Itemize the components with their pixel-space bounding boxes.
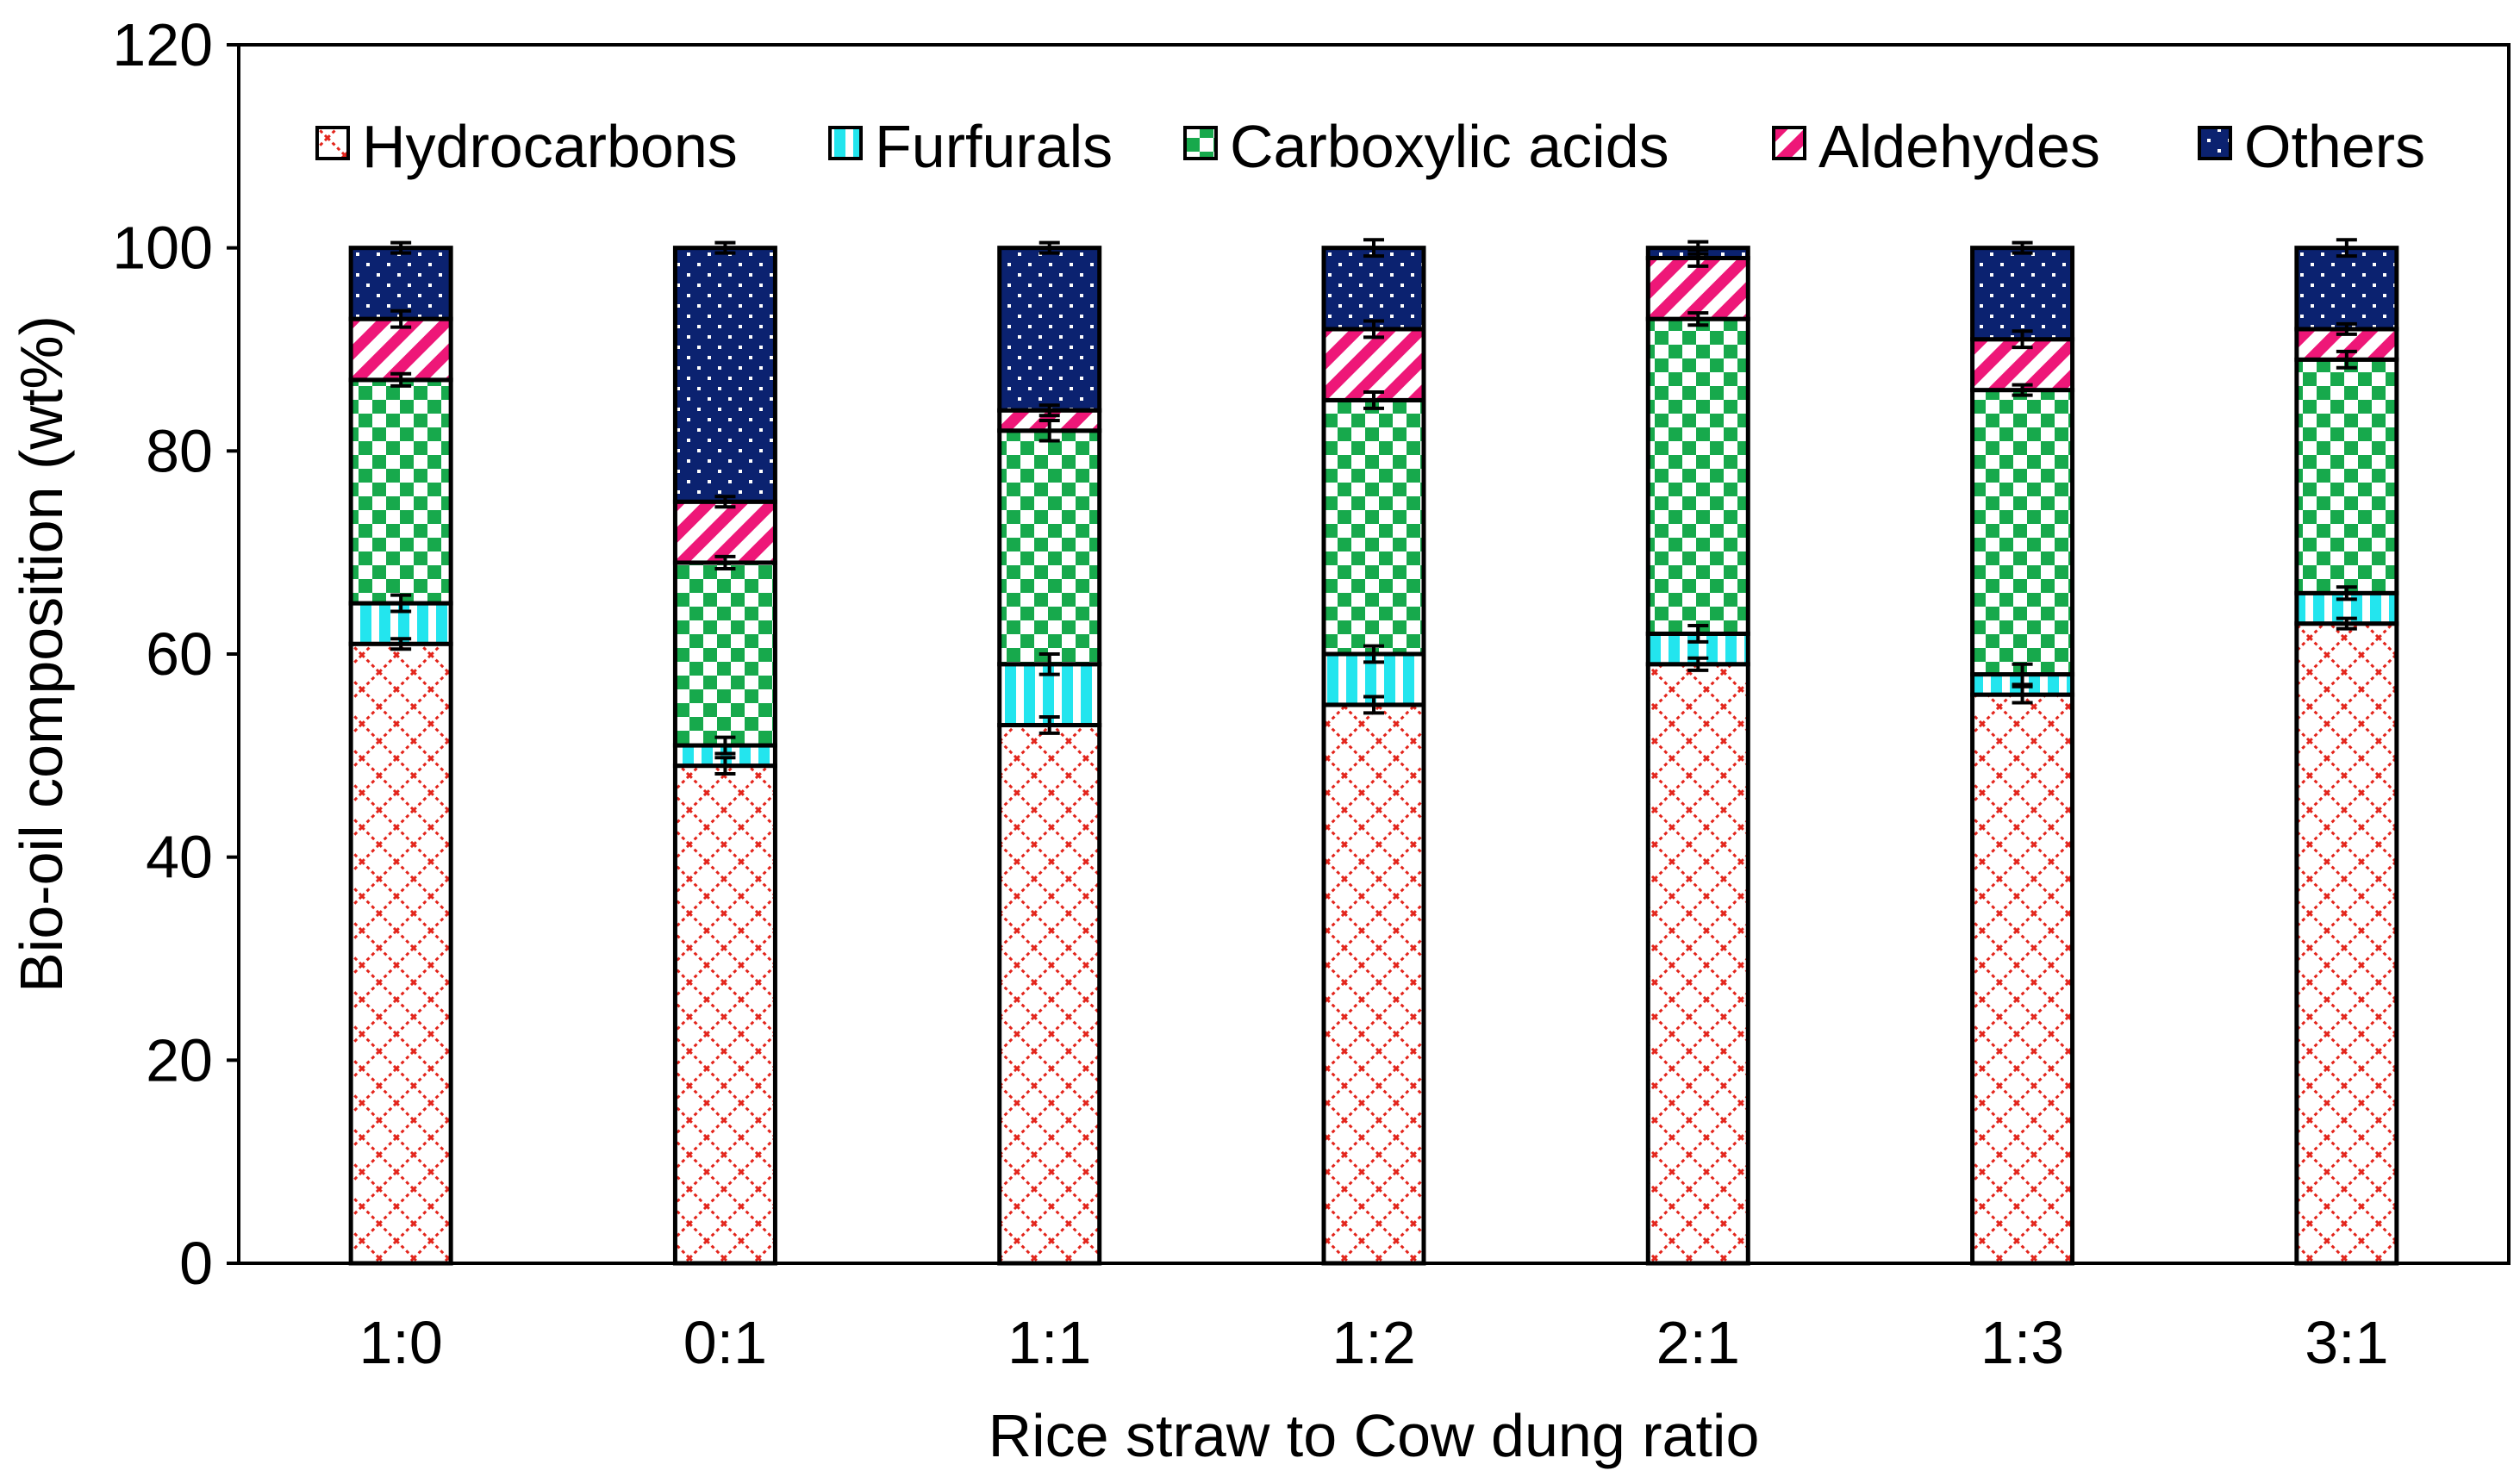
x-tick-label: 3:1 (2305, 1309, 2388, 1376)
error-bar (2336, 616, 2357, 631)
legend-item-carboxylic[interactable]: Carboxylic acids (1183, 113, 1669, 180)
legend-label: Carboxylic acids (1230, 113, 1669, 180)
bar-segment-aldehydes (1645, 255, 1750, 321)
error-bar (2336, 349, 2357, 370)
legend-label: Others (2244, 113, 2425, 180)
bar-segment-hydrocarbons (1645, 662, 1750, 1266)
x-tick-label: 1:1 (1007, 1309, 1091, 1376)
bar-segment-carboxylic (348, 377, 453, 606)
error-bar (1363, 319, 1384, 340)
bar-stack-2-1 (1645, 240, 1750, 1266)
legend-item-others[interactable]: Others (2198, 113, 2425, 180)
error-bar (390, 371, 412, 388)
y-tick-label: 60 (146, 620, 213, 688)
bar-segment-others (1970, 246, 2075, 342)
x-tick-label: 1:2 (1332, 1309, 1415, 1376)
bar-segment-hydrocarbons (348, 641, 453, 1266)
legend-item-furfurals[interactable]: Furfurals (828, 113, 1113, 180)
error-bar (1363, 389, 1384, 410)
error-bar (2336, 585, 2357, 601)
x-tick-label: 2:1 (1656, 1309, 1740, 1376)
error-bar (1687, 311, 1709, 327)
error-bar (390, 593, 412, 614)
bar-segment-carboxylic (1645, 316, 1750, 636)
bar-segment-aldehydes (1321, 327, 1426, 402)
bar-stack-0-1 (672, 240, 777, 1266)
error-bar (714, 495, 736, 509)
y-tick-label: 20 (146, 1026, 213, 1094)
bar-segment-others (672, 246, 777, 504)
bar-stack-1-3 (1970, 240, 2075, 1266)
bar-stack-1-2 (1321, 238, 1426, 1266)
legend-swatch-carboxylic (1183, 126, 1218, 160)
error-bar (1363, 695, 1384, 715)
y-tick-label: 100 (112, 215, 213, 282)
error-bar (714, 240, 736, 255)
error-bar (2336, 321, 2357, 336)
bar-segment-hydrocarbons (1321, 702, 1426, 1266)
error-bar (2012, 329, 2033, 350)
legend-swatch-furfurals (828, 126, 863, 160)
x-axis-title: Rice straw to Cow dung ratio (989, 1402, 1760, 1469)
error-bar (2012, 383, 2033, 397)
bar-segment-hydrocarbons (672, 763, 777, 1266)
y-tick-label: 80 (146, 417, 213, 484)
error-bar (714, 735, 736, 756)
error-bar (390, 240, 412, 255)
bar-stack-1-1 (997, 240, 1102, 1266)
error-bar (2012, 684, 2033, 705)
error-bar (714, 756, 736, 776)
bar-segment-hydrocarbons (2294, 621, 2399, 1266)
x-tick-label: 1:0 (359, 1309, 442, 1376)
error-bar (714, 554, 736, 571)
legend-swatch-others (2198, 126, 2232, 160)
legend-item-aldehydes[interactable]: Aldehydes (1772, 113, 2100, 180)
bar-segment-aldehydes (672, 499, 777, 565)
bar-segment-carboxylic (997, 428, 1102, 667)
x-tick-label: 1:3 (1980, 1309, 2064, 1376)
error-bar (1039, 715, 1060, 735)
error-bar (2012, 240, 2033, 255)
bar-stack-3-1 (2294, 238, 2399, 1266)
bar-segment-others (1321, 246, 1426, 332)
error-bar (1687, 656, 1709, 672)
error-bar (1039, 418, 1060, 443)
bar-segment-carboxylic (672, 560, 777, 748)
legend-swatch-hydrocarbons (315, 126, 350, 160)
error-bar (1039, 652, 1060, 676)
error-bar (1039, 240, 1060, 255)
x-tick-label: 0:1 (683, 1309, 767, 1376)
error-bar (1039, 403, 1060, 418)
error-bar (1687, 624, 1709, 644)
error-bar (390, 637, 412, 651)
bar-segment-carboxylic (2294, 357, 2399, 595)
error-bar (1363, 644, 1384, 664)
error-bar (390, 308, 412, 329)
legend-label: Hydrocarbons (362, 113, 738, 180)
error-bar (2336, 238, 2357, 259)
y-tick-label: 40 (146, 824, 213, 891)
bar-segment-others (348, 246, 453, 321)
bar-segment-carboxylic (1321, 397, 1426, 657)
bar-segment-others (2294, 246, 2399, 332)
legend-label: Aldehydes (1818, 113, 2100, 180)
bar-segment-others (997, 246, 1102, 413)
legend-item-hydrocarbons[interactable]: Hydrocarbons (315, 113, 738, 180)
bar-segment-carboxylic (1970, 388, 2075, 677)
y-tick-label: 0 (179, 1230, 213, 1297)
legend-label: Furfurals (875, 113, 1113, 180)
error-bar (1363, 238, 1384, 259)
error-bar (1687, 240, 1709, 256)
error-bar (2012, 662, 2033, 687)
y-axis-title: Bio-oil composition (wt%) (8, 315, 75, 993)
bar-segment-hydrocarbons (1970, 692, 2075, 1266)
legend-swatch-aldehydes (1772, 126, 1806, 160)
bar-segment-hydrocarbons (997, 722, 1102, 1266)
y-tick-label: 120 (112, 11, 213, 78)
bar-stack-1-0 (348, 240, 453, 1266)
